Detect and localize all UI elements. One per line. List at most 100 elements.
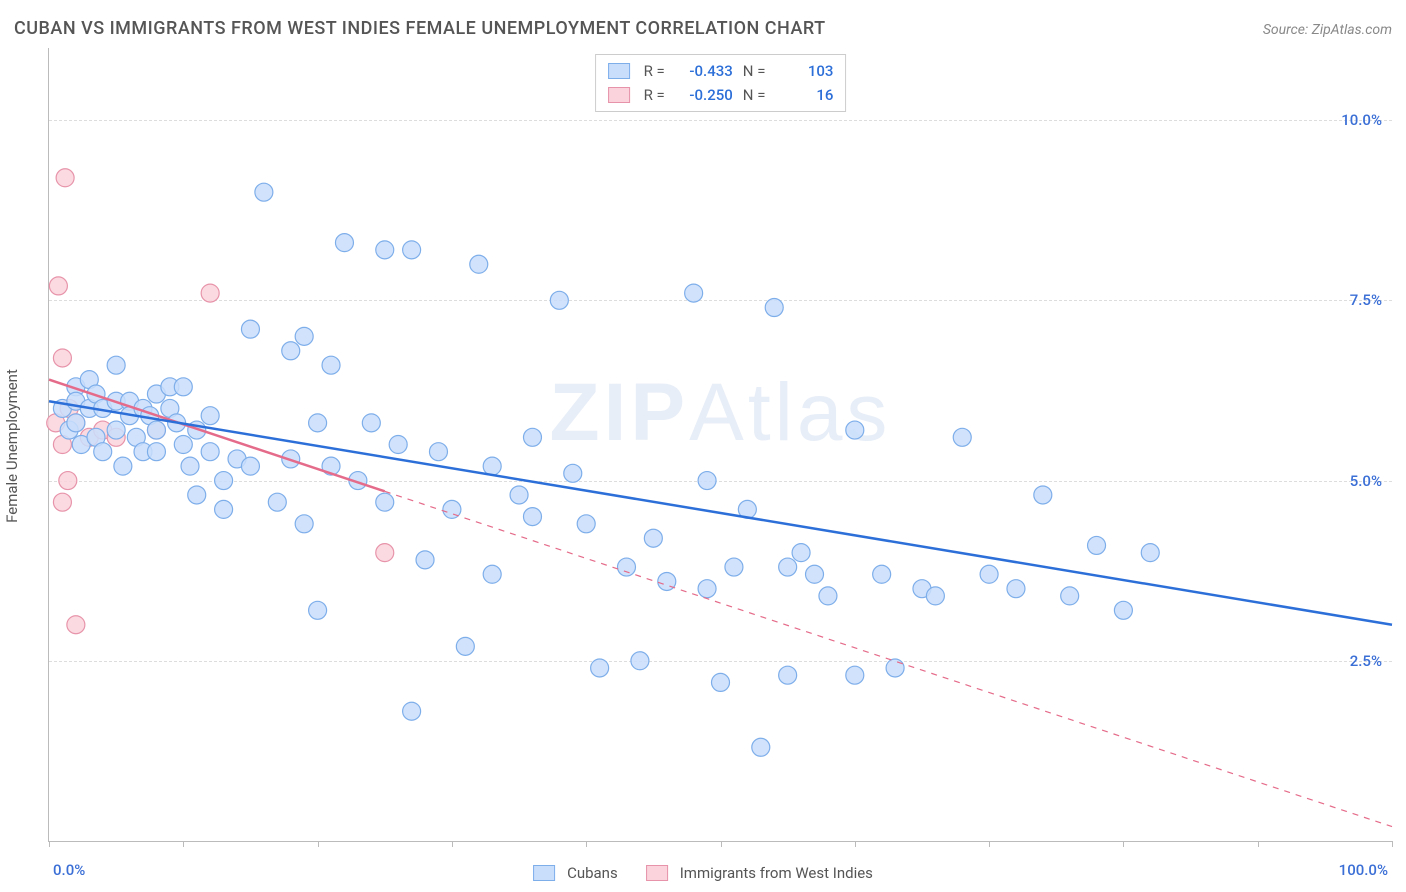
data-point	[215, 472, 233, 490]
data-point	[523, 428, 541, 446]
data-point	[470, 255, 488, 273]
data-point	[403, 241, 421, 259]
correlation-row-westindies: R = -0.250 N = 16	[608, 83, 834, 107]
n-value-westindies: 16	[775, 83, 833, 107]
data-point	[685, 284, 703, 302]
swatch-cubans-icon	[533, 865, 555, 881]
data-point	[550, 291, 568, 309]
data-point	[67, 414, 85, 432]
data-point	[147, 443, 165, 461]
correlation-row-cubans: R = -0.433 N = 103	[608, 59, 834, 83]
data-point	[1061, 587, 1079, 605]
x-tick	[452, 841, 453, 847]
source-attribution: Source: ZipAtlas.com	[1263, 22, 1392, 38]
chart-plot-area: ZIPAtlas 2.5%5.0%7.5%10.0% 0.0% 100.0% R…	[48, 48, 1392, 842]
data-point	[523, 508, 541, 526]
data-point	[282, 342, 300, 360]
data-point	[174, 436, 192, 454]
data-point	[779, 558, 797, 576]
data-point	[362, 414, 380, 432]
data-point	[510, 486, 528, 504]
scatter-plot-svg	[49, 48, 1392, 841]
data-point	[846, 666, 864, 684]
x-tick	[183, 841, 184, 847]
data-point	[1007, 580, 1025, 598]
swatch-westindies	[608, 87, 630, 103]
swatch-westindies-icon	[646, 865, 668, 881]
data-point	[188, 486, 206, 504]
chart-title: CUBAN VS IMMIGRANTS FROM WEST INDIES FEM…	[14, 18, 826, 39]
data-point	[873, 565, 891, 583]
data-point	[926, 587, 944, 605]
x-tick	[49, 841, 50, 847]
data-point	[712, 673, 730, 691]
x-tick-label-min: 0.0%	[53, 861, 85, 879]
data-point	[779, 666, 797, 684]
data-point	[59, 472, 77, 490]
data-point	[295, 327, 313, 345]
correlation-legend: R = -0.433 N = 103 R = -0.250 N = 16	[595, 54, 847, 112]
data-point	[416, 551, 434, 569]
data-point	[429, 443, 447, 461]
legend-label-westindies: Immigrants from West Indies	[680, 864, 873, 882]
data-point	[483, 457, 501, 475]
data-point	[94, 443, 112, 461]
data-point	[201, 443, 219, 461]
data-point	[49, 277, 67, 295]
x-tick	[1392, 841, 1393, 847]
data-point	[819, 587, 837, 605]
data-point	[56, 169, 74, 187]
data-point	[309, 601, 327, 619]
data-point	[376, 544, 394, 562]
n-label: N =	[743, 83, 766, 107]
source-label: Source:	[1263, 22, 1312, 38]
legend-item-westindies: Immigrants from West Indies	[646, 864, 873, 882]
data-point	[1141, 544, 1159, 562]
r-label: R =	[644, 59, 665, 83]
data-point	[107, 356, 125, 374]
data-point	[1034, 486, 1052, 504]
x-tick	[989, 841, 990, 847]
x-tick-label-max: 100.0%	[1339, 861, 1388, 879]
r-value-cubans: -0.433	[675, 59, 733, 83]
data-point	[725, 558, 743, 576]
data-point	[201, 407, 219, 425]
x-tick	[1123, 841, 1124, 847]
n-label: N =	[743, 59, 766, 83]
data-point	[846, 421, 864, 439]
source-name: ZipAtlas.com	[1312, 22, 1392, 38]
data-point	[201, 284, 219, 302]
data-point	[886, 659, 904, 677]
data-point	[1088, 536, 1106, 554]
data-point	[456, 637, 474, 655]
legend-label-cubans: Cubans	[567, 864, 618, 882]
x-tick	[721, 841, 722, 847]
data-point	[483, 565, 501, 583]
data-point	[241, 320, 259, 338]
data-point	[322, 356, 340, 374]
data-point	[376, 241, 394, 259]
data-point	[114, 457, 132, 475]
data-point	[617, 558, 635, 576]
data-point	[181, 457, 199, 475]
data-point	[174, 378, 192, 396]
r-value-westindies: -0.250	[675, 83, 733, 107]
series-legend: Cubans Immigrants from West Indies	[533, 864, 873, 882]
data-point	[295, 515, 313, 533]
data-point	[698, 580, 716, 598]
data-point	[335, 234, 353, 252]
data-point	[792, 544, 810, 562]
data-point	[147, 421, 165, 439]
data-point	[698, 472, 716, 490]
data-point	[53, 493, 71, 511]
data-point	[631, 652, 649, 670]
data-point	[309, 414, 327, 432]
data-point	[980, 565, 998, 583]
data-point	[215, 500, 233, 518]
x-tick	[586, 841, 587, 847]
x-tick	[1258, 841, 1259, 847]
x-tick	[318, 841, 319, 847]
data-point	[241, 457, 259, 475]
data-point	[1114, 601, 1132, 619]
data-point	[389, 436, 407, 454]
